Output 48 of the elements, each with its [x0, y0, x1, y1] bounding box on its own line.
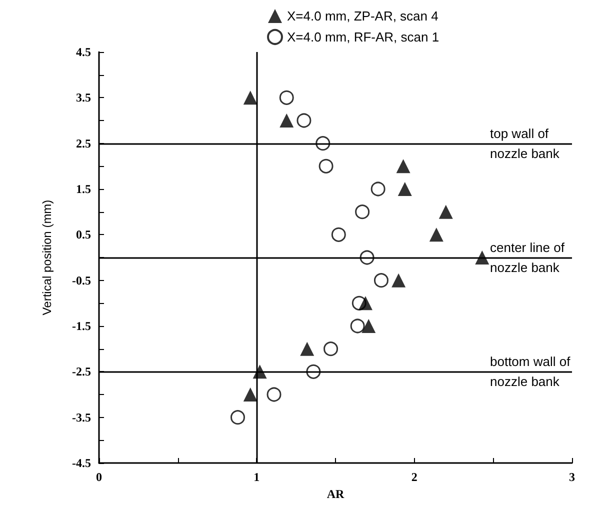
x-tick-label: 3 [569, 470, 575, 484]
point [243, 90, 258, 105]
point [398, 182, 412, 196]
point [318, 158, 334, 174]
y-tick-label: -1.5 [72, 319, 91, 333]
y-axis-title: Vertical position (mm) [40, 200, 54, 316]
point [362, 319, 376, 333]
x-axis-title: AR [326, 486, 344, 501]
point [230, 410, 245, 425]
point [438, 204, 453, 219]
point [429, 228, 444, 242]
point [280, 114, 294, 128]
point [392, 273, 406, 288]
point [370, 182, 386, 196]
point [279, 90, 294, 105]
point [355, 204, 370, 220]
y-tick-label: -3.5 [72, 410, 91, 424]
legend-label: X=4.0 mm, RF-AR, scan 1 [287, 30, 440, 44]
legend-label: X=4.0 mm, ZP-AR, scan 4 [287, 8, 438, 24]
point [300, 342, 314, 356]
point [475, 250, 490, 264]
point [352, 296, 366, 310]
point [252, 364, 267, 379]
y-tick-label: 0.5 [76, 228, 91, 242]
x-tick-label: 2 [411, 470, 418, 484]
y-tick-label: 3.5 [76, 90, 91, 105]
ref-line-label: top wall of nozzle bank [490, 126, 560, 161]
point [396, 159, 410, 174]
ref-line-label: bottom wall of nozzle bank [490, 354, 571, 390]
point [350, 318, 365, 334]
y-tick-label: -0.5 [72, 273, 91, 288]
ref-line-label: center line of nozzle bank [490, 240, 565, 275]
point [316, 136, 330, 151]
point [243, 388, 258, 402]
point [324, 342, 338, 356]
y-tick-label: -4.5 [72, 456, 91, 470]
point [360, 250, 374, 265]
point [306, 364, 321, 379]
y-tick-label: 1.5 [76, 182, 91, 196]
x-tick-label: 0 [96, 470, 102, 484]
y-tick-label: -2.5 [72, 364, 91, 379]
y-tick-label: 2.5 [76, 136, 91, 150]
point [374, 273, 388, 288]
x-tick-label: 1 [254, 470, 260, 484]
point [331, 227, 346, 242]
point [266, 387, 282, 402]
y-tick-label: 4.5 [76, 45, 91, 59]
point [296, 113, 312, 128]
